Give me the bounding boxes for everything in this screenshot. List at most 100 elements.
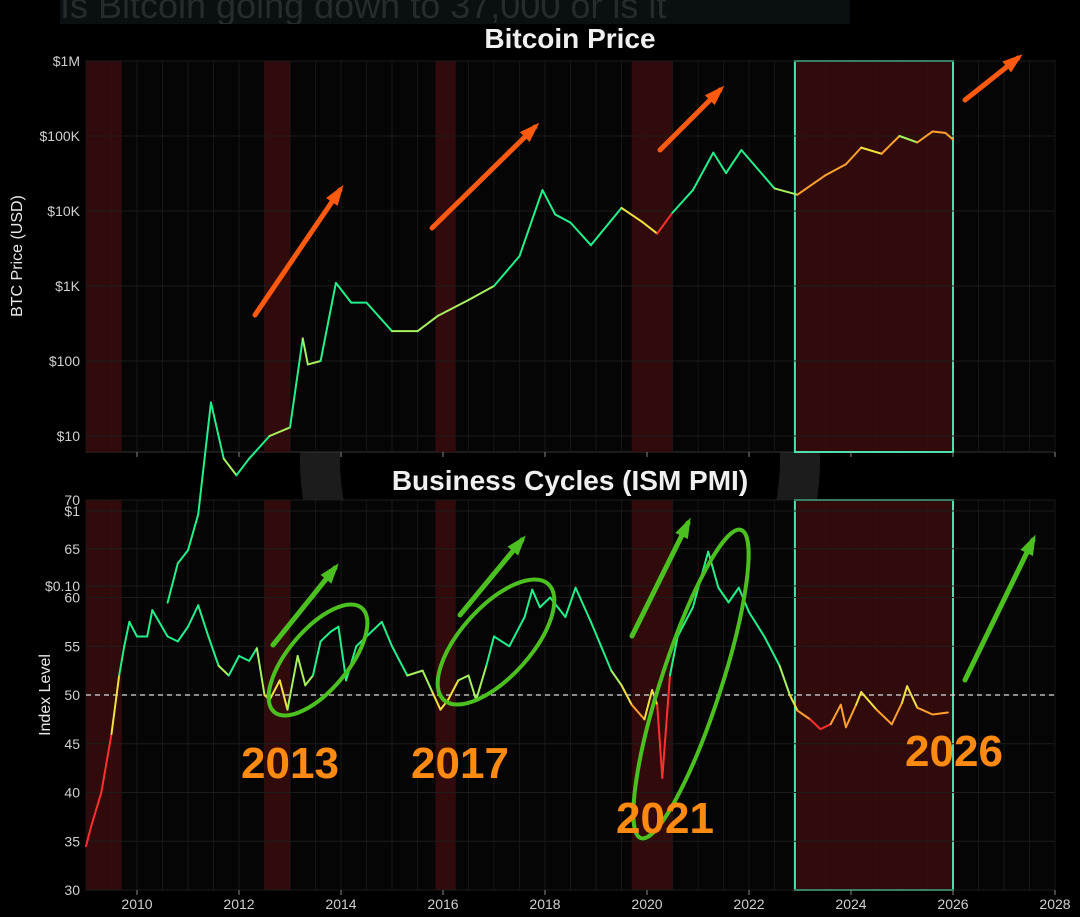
btc-price-segment xyxy=(301,337,309,366)
btc-price-segment xyxy=(541,189,557,216)
btc-price-segment xyxy=(796,174,827,196)
pmi-segment xyxy=(286,655,299,711)
top-recession-band xyxy=(435,61,456,452)
pmi-segment xyxy=(166,635,179,643)
pmi-segment xyxy=(493,635,511,648)
btc-price-segment xyxy=(712,151,728,175)
btc-price-segment xyxy=(824,163,847,177)
pmi-segment xyxy=(217,664,230,677)
btc-price-segment xyxy=(166,562,179,604)
btc-price-segment xyxy=(334,281,353,304)
top-y-tick-label: $100K xyxy=(40,128,81,144)
pmi-segment xyxy=(727,586,740,604)
btc-price-segment xyxy=(436,299,470,317)
bottom-y-tick-label: 60 xyxy=(64,590,80,606)
btc-price-segment xyxy=(365,301,393,333)
top-y-tick-label: $10 xyxy=(57,428,81,444)
pmi-segment xyxy=(600,645,613,672)
pmi-segment xyxy=(457,674,470,682)
pmi-segment xyxy=(574,586,592,623)
btc-price-segment xyxy=(235,457,251,477)
pmi-segment xyxy=(676,606,694,638)
pmi-segment xyxy=(788,694,799,712)
pmi-segment xyxy=(564,586,577,618)
x-tick-label: 2024 xyxy=(835,896,866,912)
btc-price-segment xyxy=(554,213,572,224)
orange-arrow-head xyxy=(704,85,725,106)
pmi-segment xyxy=(365,620,383,638)
pmi-segment xyxy=(311,640,322,677)
pmi-segment xyxy=(207,635,220,667)
pmi-segment xyxy=(406,669,424,677)
orange-arrow xyxy=(252,187,343,318)
pmi-segment xyxy=(248,647,258,662)
btc-price-segment xyxy=(319,281,337,362)
pmi-segment xyxy=(255,647,266,696)
pmi-segment xyxy=(610,669,623,687)
pmi-segment xyxy=(906,685,919,709)
pmi-segment xyxy=(523,588,534,618)
pmi-segment xyxy=(630,703,646,721)
top-y-tick-label: $0.10 xyxy=(45,578,80,594)
bottom-y-axis-label: Index Level xyxy=(37,654,54,736)
annotation-2013: 2013 xyxy=(241,739,339,788)
pmi-segment xyxy=(707,550,720,589)
pmi-segment xyxy=(620,684,633,706)
bottom-chart-title: Business Cycles (ISM PMI) xyxy=(392,465,748,496)
green-ellipse xyxy=(266,602,370,718)
green-ellipse xyxy=(631,527,751,841)
pmi-segment xyxy=(829,703,842,726)
pmi-segment xyxy=(778,664,791,696)
pmi-segment xyxy=(531,588,541,609)
btc-price-segment xyxy=(640,220,659,235)
pmi-segment xyxy=(176,625,189,643)
orange-arrow xyxy=(429,124,538,231)
pmi-segment xyxy=(656,703,664,779)
pmi-segment xyxy=(819,723,832,731)
pmi-segment xyxy=(380,620,393,648)
green-arrow-head xyxy=(1020,534,1036,556)
orange-arrow-head xyxy=(326,185,344,206)
btc-price-segment xyxy=(725,149,743,175)
btc-price-segment xyxy=(691,151,715,192)
bottom-y-tick-label: 45 xyxy=(64,736,80,752)
btc-price-segment xyxy=(620,206,643,223)
green-arrow-head xyxy=(507,535,526,556)
top-y-tick-label: $1M xyxy=(53,53,80,69)
x-tick-label: 2028 xyxy=(1039,896,1070,912)
pmi-segment xyxy=(668,635,679,677)
pmi-segment xyxy=(146,609,154,638)
btc-price-segment xyxy=(569,221,592,247)
top-chart-title: Bitcoin Price xyxy=(484,23,655,54)
pmi-segment xyxy=(875,708,893,726)
x-tick-label: 2026 xyxy=(937,896,968,912)
btc-price-segment xyxy=(306,360,322,366)
pmi-segment xyxy=(467,674,478,701)
green-arrow-head xyxy=(320,563,339,584)
btc-price-segment xyxy=(773,187,799,196)
x-tick-label: 2012 xyxy=(223,896,254,912)
btc-price-segment xyxy=(268,426,291,437)
pmi-segment xyxy=(717,586,730,604)
pmi-segment xyxy=(110,674,121,735)
pmi-segment xyxy=(643,689,654,721)
btc-price-segment xyxy=(931,130,947,134)
pmi-segment xyxy=(589,620,603,648)
btc-price-segment xyxy=(248,435,271,460)
pmi-segment xyxy=(391,645,409,677)
top-y-tick-label: $100 xyxy=(49,353,80,369)
top-recession-band xyxy=(794,61,953,452)
pmi-segment xyxy=(890,701,903,726)
x-tick-label: 2016 xyxy=(427,896,458,912)
bottom-y-tick-label: 70 xyxy=(64,492,80,508)
annotation-2017: 2017 xyxy=(411,739,509,788)
btc-price-segment xyxy=(898,135,919,144)
btc-price-segment xyxy=(589,206,623,247)
pmi-segment xyxy=(128,620,138,638)
bottom-y-tick-label: 50 xyxy=(64,687,80,703)
green-ellipse xyxy=(435,577,557,707)
pmi-segment xyxy=(329,625,340,633)
bottom-y-tick-label: 65 xyxy=(64,541,80,557)
btc-price-segment xyxy=(197,401,212,516)
pmi-segment xyxy=(763,635,781,667)
